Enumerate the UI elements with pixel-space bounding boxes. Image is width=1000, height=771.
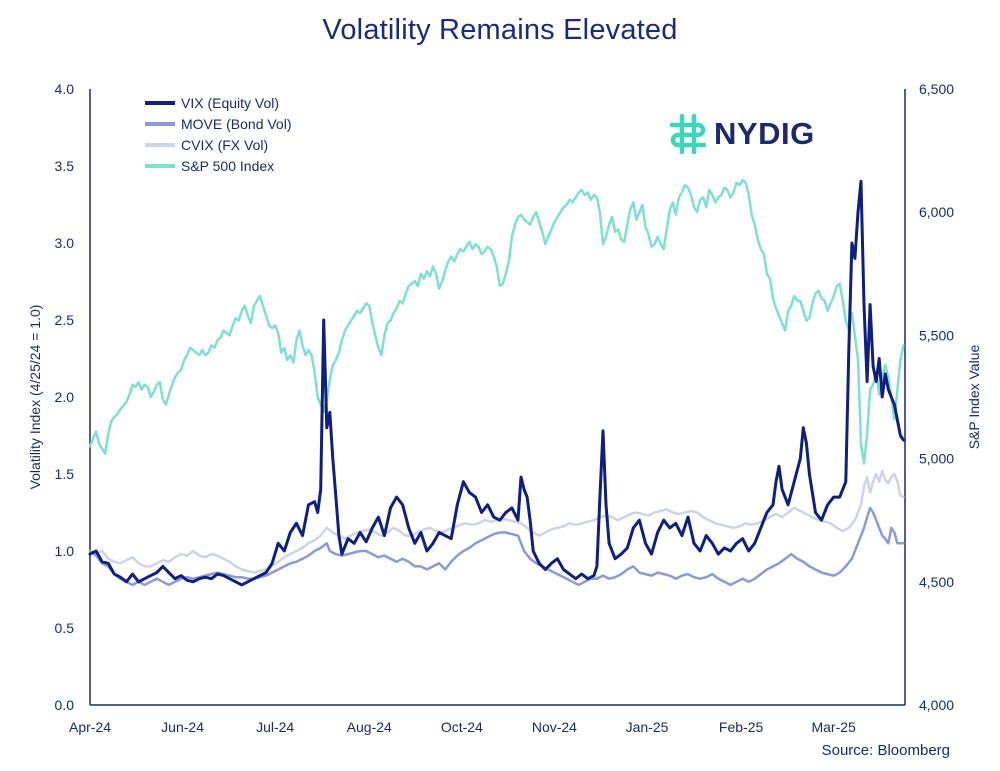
nydig-logo-icon xyxy=(669,114,707,154)
source-note: Source: Bloomberg xyxy=(821,742,950,759)
y-tick-label-left: 4.0 xyxy=(55,81,75,97)
logo-text: NYDIG xyxy=(714,116,815,151)
series-line-vix-equity-vol- xyxy=(88,179,905,587)
y-tick-label-left: 2.0 xyxy=(55,389,75,405)
y-tick-label-right: 4,000 xyxy=(919,697,954,713)
series-line-move-bond-vol- xyxy=(88,506,905,587)
x-tick-label: Jun-24 xyxy=(161,719,204,735)
legend-layer: VIX (Equity Vol) MOVE (Bond Vol) CVIX (FX … xyxy=(145,95,292,174)
x-tick-label: Apr-24 xyxy=(69,719,111,735)
y-tick-label-left: 3.0 xyxy=(55,235,75,251)
x-tick-label: Mar-25 xyxy=(811,719,856,735)
y-tick-label-left: 0.0 xyxy=(55,697,75,713)
series-layer xyxy=(88,178,905,587)
x-tick-label: Feb-25 xyxy=(719,719,764,735)
y-tick-label-right: 5,000 xyxy=(919,451,954,467)
x-tick-label: Aug-24 xyxy=(347,719,392,735)
x-tick-label: Jul-24 xyxy=(256,719,294,735)
legend-label: MOVE (Bond Vol) xyxy=(181,116,292,132)
y-tick-label-left: 2.5 xyxy=(55,312,75,328)
y-tick-label-left: 3.5 xyxy=(55,158,75,174)
x-tick-label: Nov-24 xyxy=(532,719,577,735)
axes-layer: 0.0 0.5 1.0 1.5 2.0 2.5 3.0 3.5 4.0 4,000 4,500 5,0… xyxy=(27,81,982,735)
x-tick-label: Jan-25 xyxy=(626,719,669,735)
y-tick-label-right: 6,500 xyxy=(919,81,954,97)
x-tick-label: Oct-24 xyxy=(441,719,483,735)
legend-label: CVIX (FX Vol) xyxy=(181,137,268,153)
y-axis-label-right: S&P Index Value xyxy=(966,345,982,450)
y-axis-label-left: Volatility Index (4/25/24 = 1.0) xyxy=(27,305,43,490)
y-tick-label-right: 4,500 xyxy=(919,574,954,590)
y-tick-label-right: 5,500 xyxy=(919,327,954,343)
y-tick-label-left: 0.5 xyxy=(55,620,75,636)
nydig-logo: NYDIG xyxy=(668,114,815,154)
legend-label: S&P 500 Index xyxy=(181,158,274,174)
chart-title: Volatility Remains Elevated xyxy=(322,14,678,46)
series-line-cvix-fx-vol- xyxy=(88,469,905,574)
y-tick-label-left: 1.5 xyxy=(55,466,75,482)
series-line-s-p-500-index xyxy=(88,178,905,465)
y-tick-label-left: 1.0 xyxy=(55,543,75,559)
y-tick-label-right: 6,000 xyxy=(919,204,954,220)
legend-label: VIX (Equity Vol) xyxy=(181,95,279,111)
